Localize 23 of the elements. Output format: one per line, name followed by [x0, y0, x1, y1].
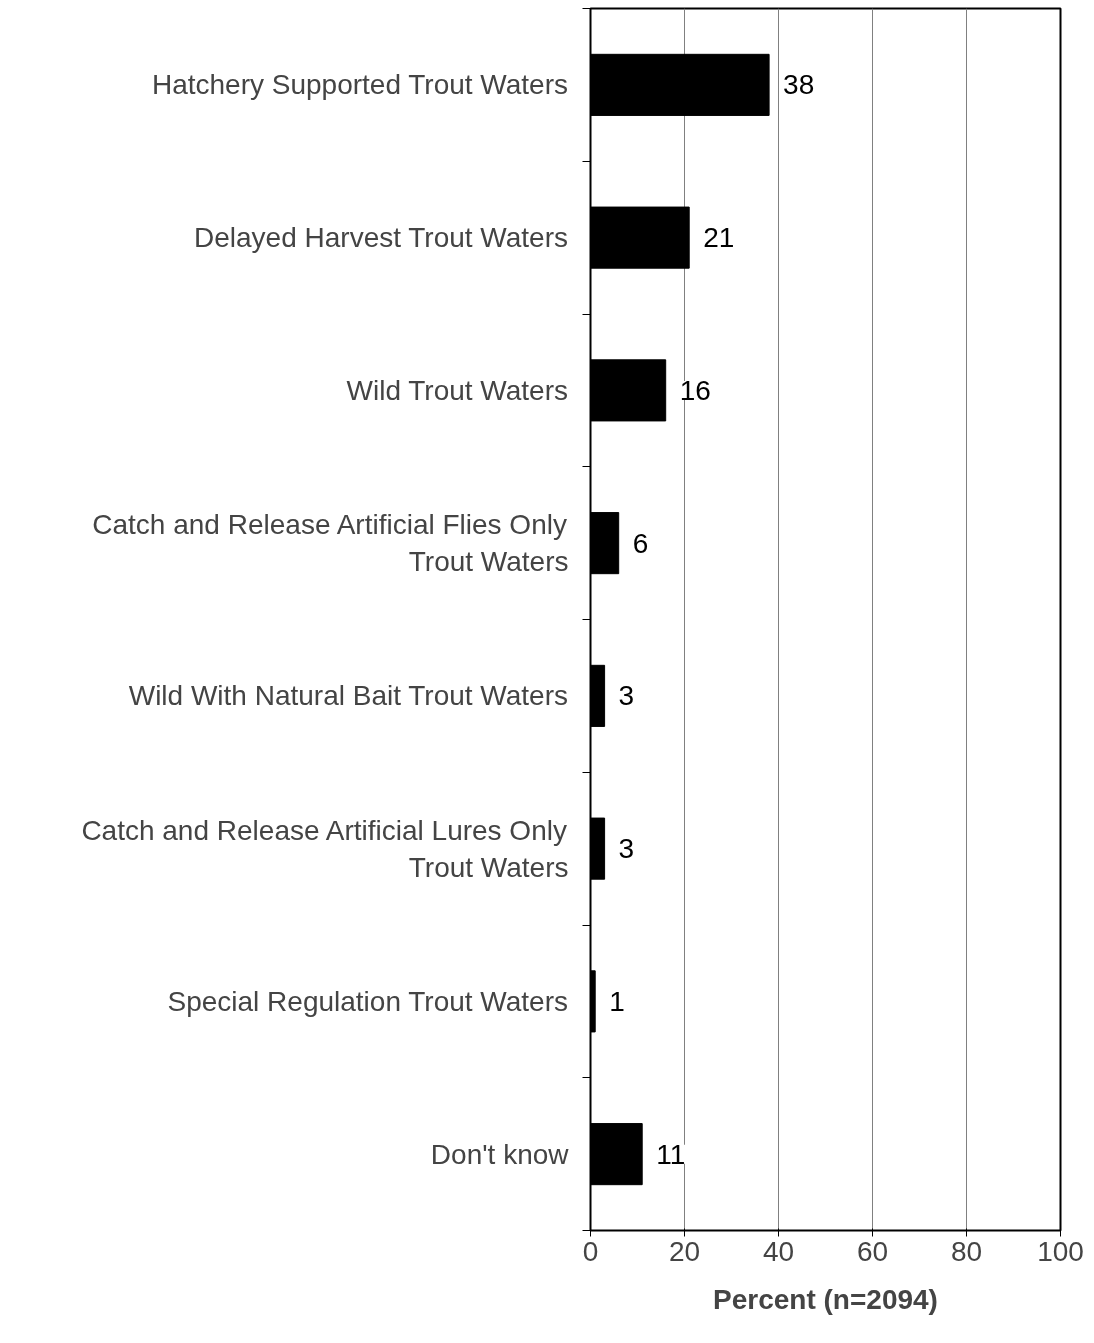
y-tick-label: Catch and Release Artificial Flies Only Trout Waters [92, 509, 569, 578]
y-tick-label: Special Regulation Trout Waters [167, 985, 568, 1017]
data-label: 6 [632, 527, 649, 559]
y-tick-label: Delayed Harvest Trout Waters [194, 222, 568, 254]
data-label: 38 [783, 69, 815, 101]
x-tick-label: 40 [762, 1235, 795, 1267]
y-tick-label: Wild With Natural Bait Trout Waters [128, 680, 568, 712]
x-tick-label: 60 [856, 1235, 889, 1267]
data-label: 3 [618, 833, 635, 865]
y-tick-label: Hatchery Supported Trout Waters [151, 69, 569, 101]
y-tick-label: Wild Trout Waters [346, 374, 568, 406]
x-tick-label: 100 [1037, 1235, 1084, 1267]
data-label: 16 [679, 374, 711, 406]
data-label: 11 [656, 1138, 686, 1170]
x-tick-label: 80 [950, 1235, 983, 1267]
data-label: 1 [609, 985, 625, 1017]
data-label: 21 [703, 222, 735, 254]
x-axis-title: Percent (n=2094) [713, 1283, 938, 1315]
y-tick-label: Catch and Release Artificial Lures Only Trout Waters [81, 814, 569, 883]
x-tick-label: 20 [668, 1235, 701, 1267]
y-tick-label: Don't know [430, 1138, 570, 1170]
data-label: 3 [618, 680, 635, 712]
x-tick-label: 0 [582, 1235, 599, 1267]
